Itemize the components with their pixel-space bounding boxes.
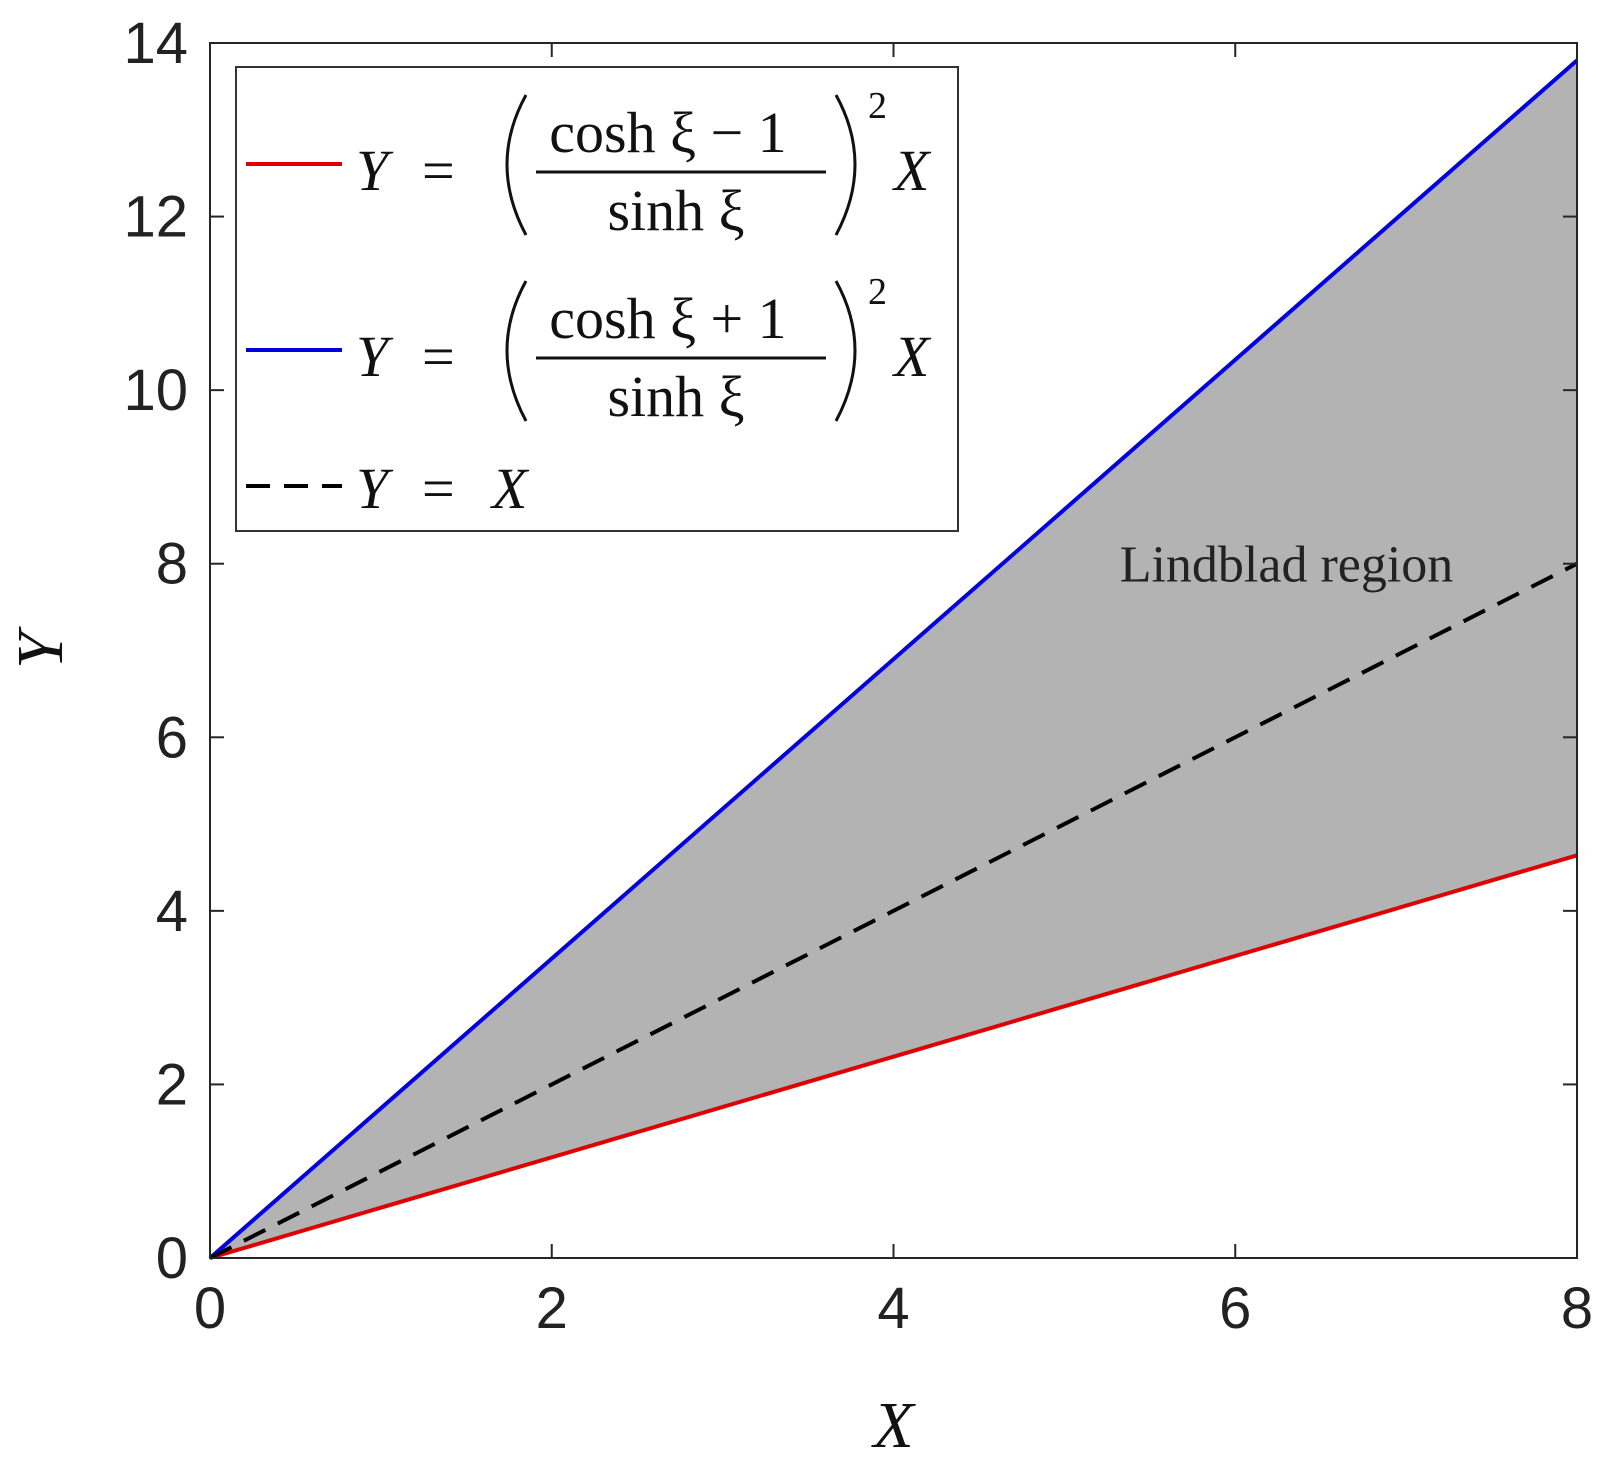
legend-entry-dashed: Y = X [246, 456, 530, 521]
legend-entry-1-denominator: sinh ξ [607, 178, 744, 243]
annotation-lindblad-region: Lindblad region [1120, 537, 1454, 594]
x-axis-title: X [870, 1389, 916, 1457]
y-tick-label: 6 [156, 705, 188, 770]
y-tick-label: 2 [156, 1052, 188, 1117]
y-tick-label: 8 [156, 532, 188, 597]
series-line-2 [208, 58, 1579, 1260]
legend-entry-1-eq: = [422, 138, 455, 203]
legend: Y = cosh ξ − 1 sinh ξ 2 X Y = cosh ξ + 1… [235, 66, 959, 532]
y-axis-title: Y [4, 626, 77, 669]
y-tick-label: 12 [123, 185, 188, 250]
legend-entry-2-right-paren [834, 280, 857, 422]
y-tick-label: 14 [123, 11, 188, 76]
chart-marks [208, 58, 1579, 1260]
axes: 0 2 4 6 8 0 2 4 6 8 10 12 14 X Y [4, 11, 1593, 1457]
legend-entry-blue: Y = cosh ξ + 1 sinh ξ 2 X [246, 271, 932, 429]
legend-entry-2-exponent: 2 [868, 271, 887, 313]
legend-entry-red: Y = cosh ξ − 1 sinh ξ 2 X [246, 85, 932, 243]
x-tick-label: 6 [1219, 1276, 1251, 1341]
x-tick-label: 8 [1561, 1276, 1593, 1341]
series-line-1 [209, 853, 1578, 1260]
x-tick-label: 2 [536, 1276, 568, 1341]
legend-entry-1-left-paren [505, 94, 528, 236]
legend-entry-3-eq: = [422, 456, 455, 521]
legend-entry-1-rhs: X [892, 138, 932, 203]
y-tick-label: 4 [156, 879, 188, 944]
legend-entry-1-numerator: cosh ξ − 1 [549, 100, 786, 165]
x-tick-label: 4 [877, 1276, 909, 1341]
legend-entry-3-rhs: X [490, 456, 530, 521]
legend-entry-3-lhs: Y [356, 456, 394, 521]
x-tick-label: 0 [194, 1276, 226, 1341]
y-tick-label: 10 [123, 358, 188, 423]
legend-entry-2-numerator: cosh ξ + 1 [549, 286, 786, 351]
legend-entry-2-left-paren [505, 280, 528, 422]
legend-entry-1-lhs: Y [356, 138, 394, 203]
legend-entry-2-denominator: sinh ξ [607, 364, 744, 429]
series-line-3 [209, 561, 1578, 1260]
legend-entry-2-eq: = [422, 324, 455, 389]
legend-entry-1-right-paren [834, 94, 857, 236]
legend-entry-2-lhs: Y [356, 324, 394, 389]
legend-box [235, 66, 959, 532]
y-tick-label: 0 [156, 1226, 188, 1291]
legend-entry-2-rhs: X [892, 324, 932, 389]
legend-entry-1-exponent: 2 [868, 85, 887, 127]
